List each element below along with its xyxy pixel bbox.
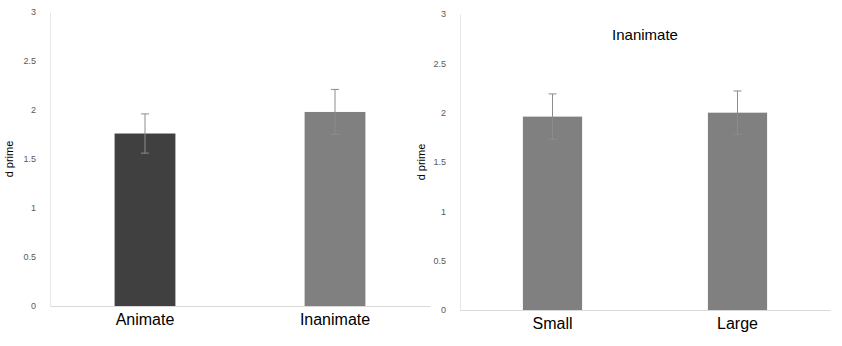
y-axis-title: d prime [3, 141, 15, 178]
error-stem [552, 94, 553, 139]
y-tick: 1 [441, 207, 460, 217]
y-tick: 0.5 [433, 256, 460, 266]
bar [115, 134, 176, 306]
error-stem [335, 89, 336, 134]
x-axis: Small Large [461, 310, 831, 332]
error-cap [141, 153, 149, 154]
bar [708, 113, 767, 310]
bar [305, 112, 366, 306]
y-tick-label: 0.5 [23, 252, 36, 262]
y-tick-label: 2 [441, 108, 446, 118]
error-bar [549, 94, 557, 139]
y-tick-label: 1.5 [23, 154, 36, 164]
y-axis-line [50, 13, 51, 307]
y-tick-label: 1 [31, 203, 36, 213]
y-axis: 0 0.5 1 1.5 2 2.5 3 [23, 7, 50, 311]
x-axis-line [51, 306, 431, 307]
x-tick-label: Animate [116, 311, 175, 328]
y-tick: 3 [31, 7, 50, 17]
error-bar [331, 89, 339, 134]
chart-title: Inanimate [612, 26, 678, 43]
error-stem [737, 91, 738, 134]
y-tick: 1 [31, 203, 50, 213]
error-stem [145, 114, 146, 153]
y-tick: 0 [441, 305, 460, 315]
y-axis: 0 0.5 1 1.5 2 2.5 3 [433, 9, 460, 315]
x-axis-line [461, 310, 831, 311]
error-cap [331, 89, 339, 90]
y-tick: 3 [441, 9, 460, 19]
x-tick: Inanimate [300, 306, 370, 328]
plot-area [523, 91, 767, 310]
error-cap [734, 90, 742, 91]
error-cap [141, 113, 149, 114]
x-axis: Animate Inanimate [51, 306, 431, 328]
y-tick-label: 0 [441, 305, 446, 315]
y-tick-label: 2.5 [23, 56, 36, 66]
y-tick-label: 3 [441, 9, 446, 19]
y-tick-label: 2 [31, 105, 36, 115]
y-axis-line [460, 15, 461, 311]
y-tick-label: 0 [31, 301, 36, 311]
y-tick-label: 1.5 [433, 157, 446, 167]
error-bar [734, 91, 742, 134]
y-tick-label: 2.5 [433, 59, 446, 69]
y-tick: 0.5 [23, 252, 50, 262]
bar [523, 117, 582, 310]
error-cap [734, 134, 742, 135]
x-tick: Small [532, 310, 572, 332]
error-bar [141, 114, 149, 153]
y-tick: 2 [31, 105, 50, 115]
y-tick: 2.5 [23, 56, 50, 66]
y-tick: 0 [31, 301, 50, 311]
y-tick: 1.5 [433, 157, 460, 167]
figure: 0 0.5 1 1.5 2 2.5 3 Animate Inanimate d prime 0 0.5… [0, 0, 842, 346]
x-tick: Large [717, 310, 758, 332]
error-cap [331, 134, 339, 135]
error-cap [549, 139, 557, 140]
y-tick-label: 0.5 [433, 256, 446, 266]
chart: 0 0.5 1 1.5 2 2.5 3 Animate Inanimate d prime [3, 7, 431, 328]
y-tick: 2 [441, 108, 460, 118]
x-tick-label: Small [532, 315, 572, 332]
y-tick-label: 3 [31, 7, 36, 17]
chart: 0 0.5 1 1.5 2 2.5 3 Small Large d prime Inanimate [415, 9, 831, 332]
x-tick: Animate [116, 306, 175, 328]
x-tick-label: Inanimate [300, 311, 370, 328]
y-tick-label: 1 [441, 207, 446, 217]
y-tick: 1.5 [23, 154, 50, 164]
plot-area [115, 89, 366, 306]
x-tick-label: Large [717, 315, 758, 332]
y-axis-title: d prime [415, 144, 427, 181]
y-tick: 2.5 [433, 59, 460, 69]
error-cap [549, 93, 557, 94]
